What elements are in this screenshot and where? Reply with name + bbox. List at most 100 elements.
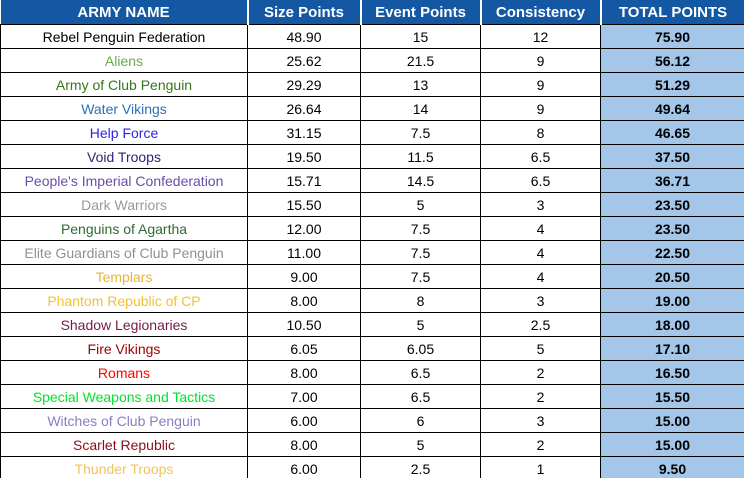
cell-total[interactable]: 51.29 xyxy=(600,72,744,97)
cell-event[interactable]: 6.5 xyxy=(360,384,481,409)
cell-event[interactable]: 5 xyxy=(360,432,481,457)
cell-event[interactable]: 6.05 xyxy=(360,336,481,361)
cell-total[interactable]: 18.00 xyxy=(600,312,744,337)
cell-event[interactable]: 7.5 xyxy=(360,240,481,265)
cell-name[interactable]: Shadow Legionaries xyxy=(0,312,248,337)
cell-event[interactable]: 14 xyxy=(360,96,481,121)
cell-size[interactable]: 25.62 xyxy=(247,48,361,73)
cell-event[interactable]: 14.5 xyxy=(360,168,481,193)
cell-total[interactable]: 15.00 xyxy=(600,408,744,433)
cell-consistency[interactable]: 1 xyxy=(480,456,601,478)
cell-event[interactable]: 7.5 xyxy=(360,120,481,145)
cell-consistency[interactable]: 6.5 xyxy=(480,144,601,169)
cell-size[interactable]: 31.15 xyxy=(247,120,361,145)
cell-size[interactable]: 15.71 xyxy=(247,168,361,193)
cell-total[interactable]: 23.50 xyxy=(600,216,744,241)
cell-event[interactable]: 6.5 xyxy=(360,360,481,385)
cell-size[interactable]: 6.05 xyxy=(247,336,361,361)
cell-size[interactable]: 9.00 xyxy=(247,264,361,289)
cell-consistency[interactable]: 8 xyxy=(480,120,601,145)
cell-name[interactable]: Dark Warriors xyxy=(0,192,248,217)
cell-total[interactable]: 17.10 xyxy=(600,336,744,361)
cell-size[interactable]: 6.00 xyxy=(247,456,361,478)
cell-consistency[interactable]: 4 xyxy=(480,264,601,289)
cell-event[interactable]: 6 xyxy=(360,408,481,433)
cell-consistency[interactable]: 3 xyxy=(480,408,601,433)
cell-event[interactable]: 8 xyxy=(360,288,481,313)
cell-size[interactable]: 26.64 xyxy=(247,96,361,121)
cell-total[interactable]: 75.90 xyxy=(600,24,744,49)
cell-size[interactable]: 12.00 xyxy=(247,216,361,241)
cell-event[interactable]: 5 xyxy=(360,192,481,217)
column-header-size[interactable]: Size Points xyxy=(246,0,361,25)
cell-total[interactable]: 56.12 xyxy=(600,48,744,73)
cell-size[interactable]: 7.00 xyxy=(247,384,361,409)
cell-consistency[interactable]: 3 xyxy=(480,288,601,313)
cell-size[interactable]: 15.50 xyxy=(247,192,361,217)
cell-consistency[interactable]: 3 xyxy=(480,192,601,217)
cell-name[interactable]: People's Imperial Confederation xyxy=(0,168,248,193)
cell-event[interactable]: 7.5 xyxy=(360,216,481,241)
cell-total[interactable]: 16.50 xyxy=(600,360,744,385)
cell-consistency[interactable]: 2 xyxy=(480,384,601,409)
cell-size[interactable]: 8.00 xyxy=(247,360,361,385)
cell-total[interactable]: 23.50 xyxy=(600,192,744,217)
cell-event[interactable]: 15 xyxy=(360,24,481,49)
cell-consistency[interactable]: 4 xyxy=(480,240,601,265)
cell-total[interactable]: 15.00 xyxy=(600,432,744,457)
cell-event[interactable]: 7.5 xyxy=(360,264,481,289)
cell-name[interactable]: Special Weapons and Tactics xyxy=(0,384,248,409)
cell-consistency[interactable]: 2 xyxy=(480,360,601,385)
cell-total[interactable]: 22.50 xyxy=(600,240,744,265)
cell-name[interactable]: Void Troops xyxy=(0,144,248,169)
cell-name[interactable]: Help Force xyxy=(0,120,248,145)
cell-size[interactable]: 8.00 xyxy=(247,432,361,457)
cell-name[interactable]: Phantom Republic of CP xyxy=(0,288,248,313)
cell-name[interactable]: Romans xyxy=(0,360,248,385)
cell-event[interactable]: 21.5 xyxy=(360,48,481,73)
cell-total[interactable]: 19.00 xyxy=(600,288,744,313)
cell-size[interactable]: 48.90 xyxy=(247,24,361,49)
cell-total[interactable]: 46.65 xyxy=(600,120,744,145)
column-header-event[interactable]: Event Points xyxy=(359,0,481,25)
cell-consistency[interactable]: 2 xyxy=(480,432,601,457)
cell-name[interactable]: Water Vikings xyxy=(0,96,248,121)
cell-name[interactable]: Rebel Penguin Federation xyxy=(0,24,248,49)
cell-size[interactable]: 8.00 xyxy=(247,288,361,313)
cell-name[interactable]: Thunder Troops xyxy=(0,456,248,478)
cell-size[interactable]: 6.00 xyxy=(247,408,361,433)
cell-consistency[interactable]: 6.5 xyxy=(480,168,601,193)
cell-consistency[interactable]: 12 xyxy=(480,24,601,49)
cell-total[interactable]: 9.50 xyxy=(600,456,744,478)
cell-consistency[interactable]: 2.5 xyxy=(480,312,601,337)
cell-name[interactable]: Fire Vikings xyxy=(0,336,248,361)
cell-size[interactable]: 29.29 xyxy=(247,72,361,97)
cell-name[interactable]: Penguins of Agartha xyxy=(0,216,248,241)
cell-size[interactable]: 11.00 xyxy=(247,240,361,265)
cell-consistency[interactable]: 9 xyxy=(480,72,601,97)
cell-total[interactable]: 15.50 xyxy=(600,384,744,409)
cell-consistency[interactable]: 9 xyxy=(480,96,601,121)
cell-total[interactable]: 49.64 xyxy=(600,96,744,121)
cell-consistency[interactable]: 5 xyxy=(480,336,601,361)
column-header-total[interactable]: TOTAL POINTS xyxy=(599,0,744,25)
cell-event[interactable]: 13 xyxy=(360,72,481,97)
cell-name[interactable]: Templars xyxy=(0,264,248,289)
cell-size[interactable]: 10.50 xyxy=(247,312,361,337)
cell-consistency[interactable]: 4 xyxy=(480,216,601,241)
cell-size[interactable]: 19.50 xyxy=(247,144,361,169)
cell-event[interactable]: 11.5 xyxy=(360,144,481,169)
cell-total[interactable]: 37.50 xyxy=(600,144,744,169)
column-header-consistency[interactable]: Consistency xyxy=(479,0,601,25)
cell-total[interactable]: 20.50 xyxy=(600,264,744,289)
cell-name[interactable]: Witches of Club Penguin xyxy=(0,408,248,433)
column-header-name[interactable]: ARMY NAME xyxy=(0,0,248,25)
cell-event[interactable]: 5 xyxy=(360,312,481,337)
cell-consistency[interactable]: 9 xyxy=(480,48,601,73)
cell-total[interactable]: 36.71 xyxy=(600,168,744,193)
cell-name[interactable]: Elite Guardians of Club Penguin xyxy=(0,240,248,265)
cell-name[interactable]: Aliens xyxy=(0,48,248,73)
cell-name[interactable]: Army of Club Penguin xyxy=(0,72,248,97)
cell-name[interactable]: Scarlet Republic xyxy=(0,432,248,457)
cell-event[interactable]: 2.5 xyxy=(360,456,481,478)
